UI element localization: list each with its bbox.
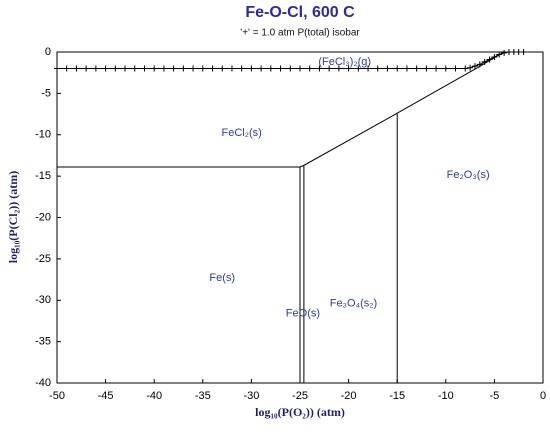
isobar-marker	[63, 65, 70, 72]
y-tick-label: -40	[35, 377, 51, 389]
isobar-marker	[131, 65, 138, 72]
y-tick-label: -35	[35, 336, 51, 348]
isobar-marker	[491, 53, 498, 60]
isobar-marker	[248, 65, 255, 72]
isobar-marker	[180, 65, 187, 72]
y-tick-label: 0	[45, 46, 51, 58]
y-tick-label: -20	[35, 211, 51, 223]
x-tick-label: -50	[49, 390, 65, 402]
x-tick-label: 0	[540, 390, 546, 402]
isobar-marker	[374, 65, 381, 72]
isobar-marker	[54, 65, 60, 72]
isobar-marker	[228, 65, 235, 72]
isobar-marker	[73, 65, 80, 72]
isobar-marker	[413, 65, 420, 72]
isobar-marker	[258, 65, 265, 72]
isobar-marker	[92, 65, 99, 72]
x-tick-label: -30	[243, 390, 259, 402]
isobar-marker	[403, 65, 410, 72]
isobar-marker	[122, 65, 129, 72]
y-axis-label: log₁₀(P(Cl₂)) (atm)	[6, 171, 20, 263]
y-tick-label: -30	[35, 294, 51, 306]
x-tick-label: -35	[195, 390, 211, 402]
region-label: Fe₂O₃(s)	[447, 169, 490, 181]
isobar-marker	[277, 65, 284, 72]
x-tick-label: -45	[98, 390, 114, 402]
isobar-marker	[219, 65, 226, 72]
isobar-marker	[199, 65, 206, 72]
y-tick-label: -25	[35, 253, 51, 265]
isobar-marker	[520, 49, 527, 55]
isobar-marker	[287, 65, 294, 72]
isobar-marker	[462, 65, 469, 72]
x-axis-label: log₁₀(P(O₂)) (atm)	[255, 405, 345, 419]
isobar-marker	[297, 65, 303, 72]
isobar-marker	[476, 61, 483, 68]
isobar-marker	[501, 49, 508, 56]
isobar-marker	[496, 51, 503, 58]
isobar-marker	[423, 65, 430, 72]
isobar-marker	[394, 65, 401, 72]
isobar-marker	[170, 65, 177, 72]
isobar-marker	[316, 65, 323, 72]
isobar-marker	[160, 65, 167, 72]
y-tick-label: -5	[41, 87, 51, 99]
x-tick-label: -15	[389, 390, 405, 402]
isobar-marker	[486, 56, 493, 63]
isobar-marker	[141, 65, 148, 72]
isobar-marker	[209, 65, 216, 72]
boundary-line	[299, 51, 505, 168]
x-tick-label: -5	[490, 390, 500, 402]
y-tick-label: -10	[35, 129, 51, 141]
isobar-marker	[238, 65, 245, 72]
x-tick-label: -40	[146, 390, 162, 402]
isobar-marker	[471, 63, 478, 70]
isobar-marker	[365, 65, 372, 72]
region-label: (FeCl₃)₂(g)	[318, 56, 371, 68]
region-label: Fe(s)	[209, 272, 235, 284]
isobar-marker	[267, 65, 274, 72]
isobar-marker	[467, 64, 474, 71]
isobar-marker	[345, 65, 352, 72]
isobar-marker	[151, 65, 158, 72]
isobar-marker	[433, 65, 440, 72]
region-label: Fe₃O₄(s₂)	[330, 297, 377, 309]
x-tick-label: -20	[341, 390, 357, 402]
x-tick-label: -10	[438, 390, 454, 402]
isobar-marker	[102, 65, 109, 72]
isobar-marker	[112, 65, 119, 72]
chart-subtitle: '+' = 1.0 atm P(total) isobar	[240, 28, 360, 39]
isobar-marker	[442, 65, 449, 72]
isobar-marker	[335, 65, 342, 72]
chart-title: Fe-O-Cl, 600 C	[245, 4, 355, 21]
x-tick-label: -25	[292, 390, 308, 402]
region-label: FeCl₂(s)	[222, 127, 262, 139]
region-label: FeO(s)	[286, 307, 320, 319]
isobar-marker	[481, 58, 488, 65]
isobar-marker	[83, 65, 90, 72]
isobar-marker	[384, 65, 391, 72]
isobar-marker	[306, 65, 313, 72]
isobar-marker	[355, 65, 362, 72]
isobar-marker	[190, 65, 197, 72]
isobar-marker	[326, 65, 333, 72]
isobar-marker	[452, 65, 459, 72]
y-tick-label: -15	[35, 170, 51, 182]
